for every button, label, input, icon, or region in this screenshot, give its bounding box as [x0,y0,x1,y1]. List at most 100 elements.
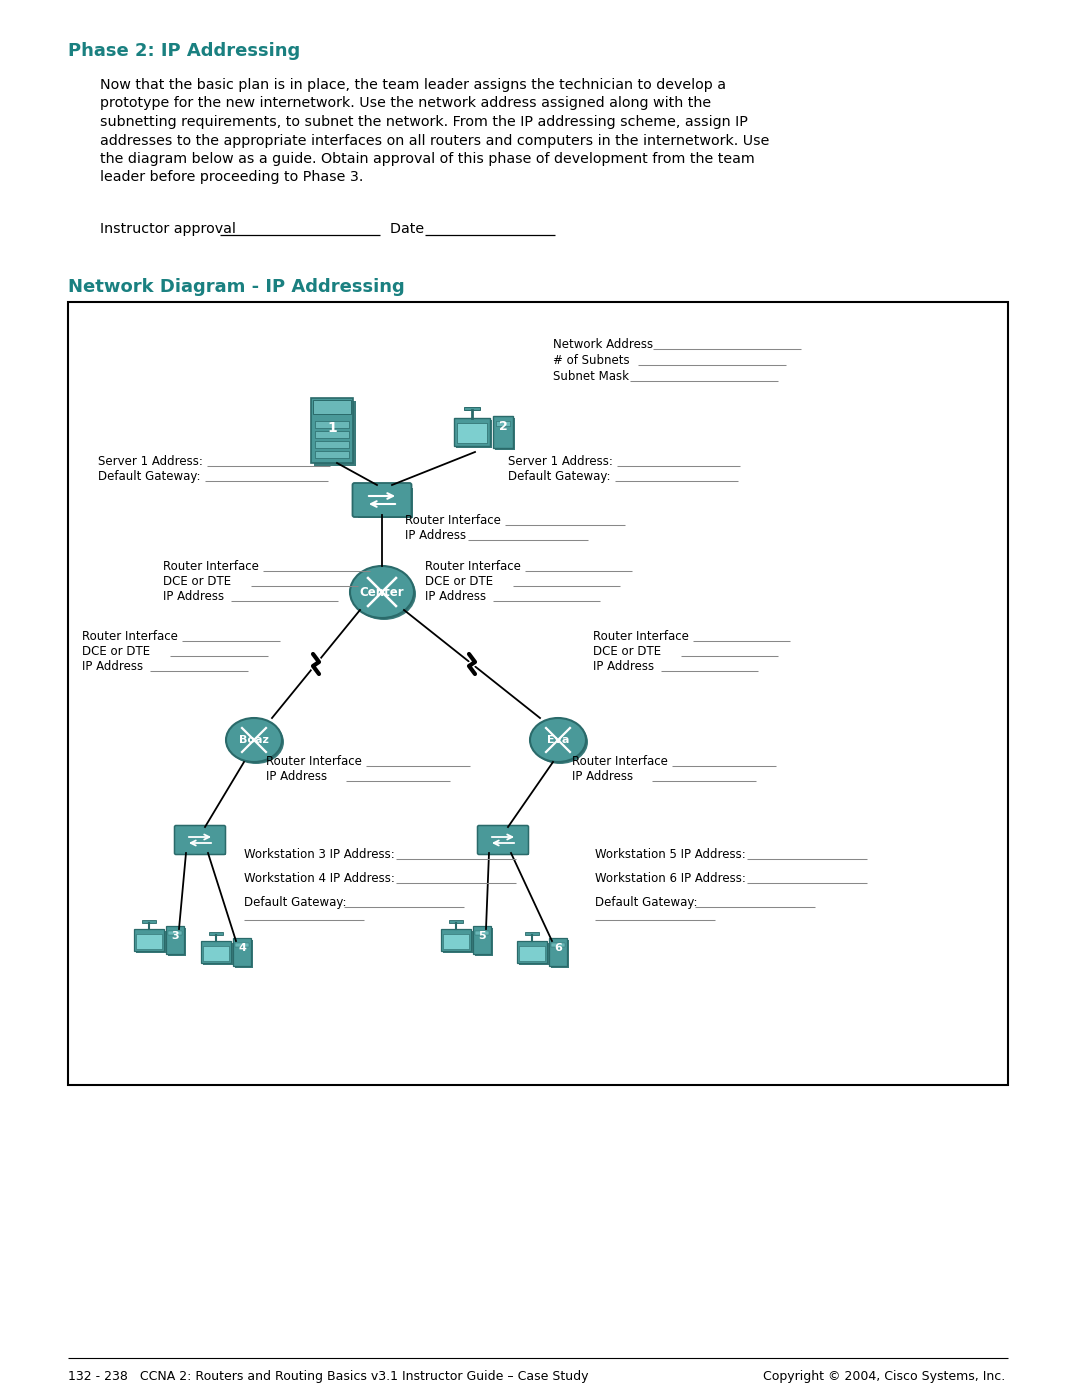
Text: DCE or DTE: DCE or DTE [426,576,494,588]
Text: Router Interface: Router Interface [572,754,667,768]
Text: Server 1 Address:: Server 1 Address: [98,455,203,468]
Bar [136,935,162,949]
Bar [235,943,249,947]
FancyBboxPatch shape [477,826,528,855]
Bar [210,932,222,935]
Ellipse shape [226,718,282,761]
Bar [519,943,549,965]
Text: the diagram below as a guide. Obtain approval of this phase of development from : the diagram below as a guide. Obtain app… [100,152,755,166]
Text: Center: Center [360,585,404,598]
Text: 132 - 238   CCNA 2: Routers and Routing Basics v3.1 Instructor Guide – Case Stud: 132 - 238 CCNA 2: Routers and Routing Ba… [68,1370,589,1383]
Bar [551,940,569,968]
Text: Default Gateway:: Default Gateway: [508,469,610,483]
Text: Copyright © 2004, Cisco Systems, Inc.: Copyright © 2004, Cisco Systems, Inc. [762,1370,1005,1383]
Text: IP Address: IP Address [266,770,327,782]
Text: Workstation 3 IP Address:: Workstation 3 IP Address: [244,848,395,861]
Text: leader before proceeding to Phase 3.: leader before proceeding to Phase 3. [100,170,363,184]
Bar [178,828,226,855]
Bar [475,930,489,935]
FancyBboxPatch shape [175,826,226,855]
Text: Network Address: Network Address [553,338,653,351]
Text: Router Interface: Router Interface [82,630,178,643]
Text: Router Interface: Router Interface [426,560,521,573]
Bar [166,926,184,954]
Text: Boaz: Boaz [239,735,269,745]
FancyBboxPatch shape [311,398,353,462]
Bar [456,420,492,448]
Text: Date: Date [390,222,429,236]
Text: 3: 3 [172,930,179,942]
Text: Subnet Mask: Subnet Mask [553,370,629,383]
Bar [141,921,156,923]
Text: Instructor approval: Instructor approval [100,222,241,236]
Text: 2: 2 [499,420,508,433]
Bar [525,932,539,935]
Text: Now that the basic plan is in place, the team leader assigns the technician to d: Now that the basic plan is in place, the… [100,78,726,92]
Text: Router Interface: Router Interface [593,630,689,643]
Bar [495,418,515,450]
Text: Default Gateway:: Default Gateway: [98,469,201,483]
Bar [457,423,487,443]
Bar [315,440,349,447]
Bar [203,946,229,961]
Text: prototype for the new internetwork. Use the network address assigned along with : prototype for the new internetwork. Use … [100,96,711,110]
Text: IP Address: IP Address [572,770,633,782]
Text: subnetting requirements, to subnet the network. From the IP addressing scheme, a: subnetting requirements, to subnet the n… [100,115,747,129]
Text: DCE or DTE: DCE or DTE [163,576,231,588]
Text: Router Interface: Router Interface [163,560,259,573]
Bar [492,416,513,448]
Text: IP Address: IP Address [405,529,467,542]
Text: IP Address: IP Address [82,659,144,673]
Text: addresses to the appropriate interfaces on all routers and computers in the inte: addresses to the appropriate interfaces … [100,134,769,148]
Bar [549,937,567,965]
Bar [168,928,186,956]
Bar [168,930,183,935]
Text: DCE or DTE: DCE or DTE [593,645,661,658]
Text: 4: 4 [238,943,246,953]
Bar [454,418,490,446]
Text: IP Address: IP Address [426,590,486,604]
Text: Default Gateway:: Default Gateway: [595,895,698,909]
Bar [443,935,469,949]
Ellipse shape [350,566,414,617]
Text: Network Diagram - IP Addressing: Network Diagram - IP Addressing [68,278,405,296]
FancyBboxPatch shape [352,483,411,517]
Bar [203,943,233,965]
Bar [315,450,349,457]
Bar [315,420,349,427]
Text: 6: 6 [554,943,562,953]
Bar [449,921,463,923]
Ellipse shape [530,718,586,761]
Text: Server 1 Address:: Server 1 Address: [508,455,612,468]
Text: Router Interface: Router Interface [266,754,362,768]
Text: 5: 5 [478,930,486,942]
Bar [136,930,166,953]
Bar [233,937,251,965]
FancyBboxPatch shape [314,401,356,465]
Bar [519,946,545,961]
Text: DCE or DTE: DCE or DTE [82,645,150,658]
Text: 1: 1 [327,420,337,434]
Bar [464,407,480,409]
Bar [441,929,471,951]
Bar [201,942,231,963]
Ellipse shape [352,569,416,620]
Bar [551,943,565,947]
Text: Router Interface: Router Interface [405,514,501,527]
Text: Phase 2: IP Addressing: Phase 2: IP Addressing [68,42,300,60]
Bar [134,929,164,951]
Text: Default Gateway:: Default Gateway: [244,895,347,909]
Text: IP Address: IP Address [593,659,654,673]
Bar [473,926,491,954]
Text: Workstation 4 IP Address:: Workstation 4 IP Address: [244,872,395,886]
Text: Workstation 5 IP Address:: Workstation 5 IP Address: [595,848,746,861]
Bar [235,940,253,968]
Bar [443,930,473,953]
Text: IP Address: IP Address [163,590,225,604]
Ellipse shape [532,719,588,764]
Bar [475,928,492,956]
Text: Eva: Eva [546,735,569,745]
Bar [357,488,413,518]
Bar [313,400,351,414]
Bar [517,942,546,963]
